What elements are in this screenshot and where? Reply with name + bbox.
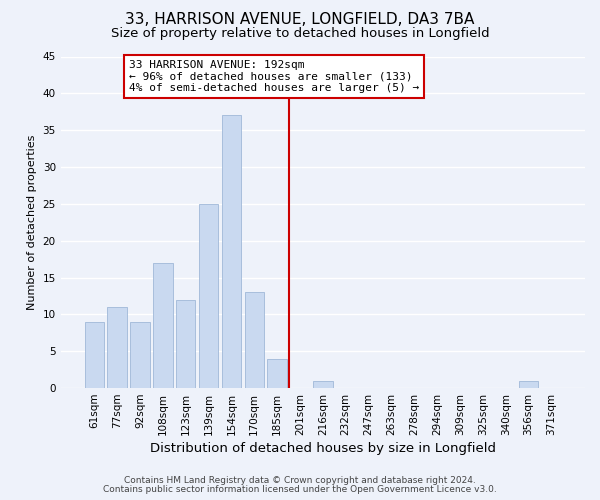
Bar <box>85 322 104 388</box>
Y-axis label: Number of detached properties: Number of detached properties <box>27 134 37 310</box>
Text: Contains public sector information licensed under the Open Government Licence v3: Contains public sector information licen… <box>103 485 497 494</box>
Text: Size of property relative to detached houses in Longfield: Size of property relative to detached ho… <box>110 28 490 40</box>
Text: 33 HARRISON AVENUE: 192sqm
← 96% of detached houses are smaller (133)
4% of semi: 33 HARRISON AVENUE: 192sqm ← 96% of deta… <box>128 60 419 94</box>
Bar <box>153 263 173 388</box>
Bar <box>130 322 149 388</box>
Bar <box>107 307 127 388</box>
Text: 33, HARRISON AVENUE, LONGFIELD, DA3 7BA: 33, HARRISON AVENUE, LONGFIELD, DA3 7BA <box>125 12 475 28</box>
Bar <box>176 300 196 388</box>
Bar <box>313 380 332 388</box>
Text: Contains HM Land Registry data © Crown copyright and database right 2024.: Contains HM Land Registry data © Crown c… <box>124 476 476 485</box>
Bar <box>245 292 264 388</box>
Bar <box>519 380 538 388</box>
Bar <box>268 358 287 388</box>
Bar <box>221 116 241 388</box>
Bar <box>199 204 218 388</box>
X-axis label: Distribution of detached houses by size in Longfield: Distribution of detached houses by size … <box>150 442 496 455</box>
